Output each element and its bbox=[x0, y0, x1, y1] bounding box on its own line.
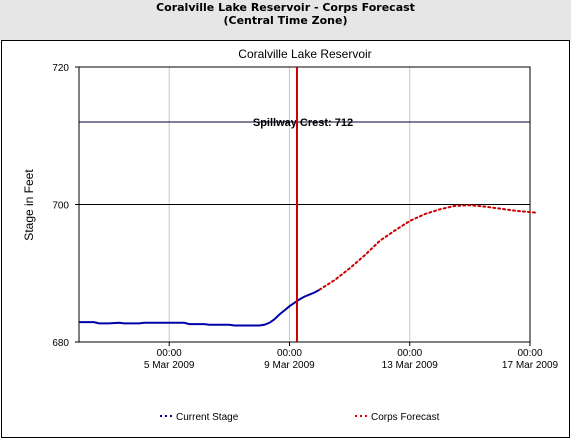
chart-frame bbox=[1, 40, 570, 438]
y-tick-label: 700 bbox=[52, 201, 69, 212]
legend-label: Current Stage bbox=[176, 412, 239, 423]
x-tick-time: 00:00 bbox=[397, 348, 422, 359]
page-title: Coralville Lake Reservoir - Corps Foreca… bbox=[156, 1, 415, 14]
current-stage-series-line bbox=[79, 288, 320, 327]
page-subtitle: (Central Time Zone) bbox=[223, 14, 348, 27]
x-tick-date: 13 Mar 2009 bbox=[382, 360, 439, 371]
x-tick-time: 00:00 bbox=[277, 348, 302, 359]
page-header: Coralville Lake Reservoir - Corps Foreca… bbox=[0, 0, 571, 40]
y-axis-label: Stage in Feet bbox=[22, 169, 36, 241]
y-tick-label: 720 bbox=[52, 63, 69, 74]
x-tick-date: 5 Mar 2009 bbox=[144, 360, 195, 371]
x-tick-time: 00:00 bbox=[157, 348, 182, 359]
x-tick-time: 00:00 bbox=[517, 348, 542, 359]
x-tick-date: 17 Mar 2009 bbox=[502, 360, 559, 371]
y-tick-label: 680 bbox=[52, 338, 69, 349]
x-tick-date: 9 Mar 2009 bbox=[264, 360, 315, 371]
forecast-series-line bbox=[318, 204, 539, 291]
chart-title: Coralville Lake Reservoir bbox=[238, 47, 371, 61]
legend-label: Corps Forecast bbox=[371, 412, 440, 423]
spillway-crest-label: Spillway Crest: 712 bbox=[253, 117, 353, 129]
